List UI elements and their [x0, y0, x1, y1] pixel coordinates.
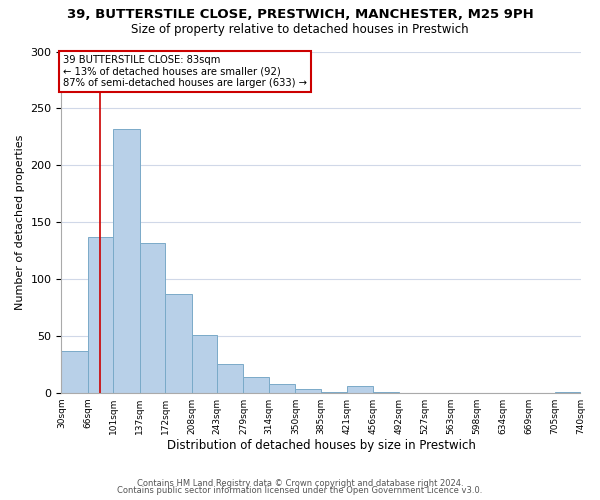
Text: 39 BUTTERSTILE CLOSE: 83sqm
← 13% of detached houses are smaller (92)
87% of sem: 39 BUTTERSTILE CLOSE: 83sqm ← 13% of det… [63, 55, 307, 88]
Bar [165, 294, 191, 392]
Bar [113, 129, 140, 392]
Bar [88, 237, 113, 392]
Text: Contains public sector information licensed under the Open Government Licence v3: Contains public sector information licen… [118, 486, 482, 495]
X-axis label: Distribution of detached houses by size in Prestwich: Distribution of detached houses by size … [167, 440, 475, 452]
Bar [140, 242, 165, 392]
Y-axis label: Number of detached properties: Number of detached properties [15, 134, 25, 310]
Bar [347, 386, 373, 392]
Text: 39, BUTTERSTILE CLOSE, PRESTWICH, MANCHESTER, M25 9PH: 39, BUTTERSTILE CLOSE, PRESTWICH, MANCHE… [67, 8, 533, 20]
Bar [217, 364, 244, 392]
Bar [244, 377, 269, 392]
Bar [191, 334, 217, 392]
Text: Contains HM Land Registry data © Crown copyright and database right 2024.: Contains HM Land Registry data © Crown c… [137, 478, 463, 488]
Bar [269, 384, 295, 392]
Bar [61, 350, 88, 393]
Bar [295, 390, 321, 392]
Text: Size of property relative to detached houses in Prestwich: Size of property relative to detached ho… [131, 22, 469, 36]
